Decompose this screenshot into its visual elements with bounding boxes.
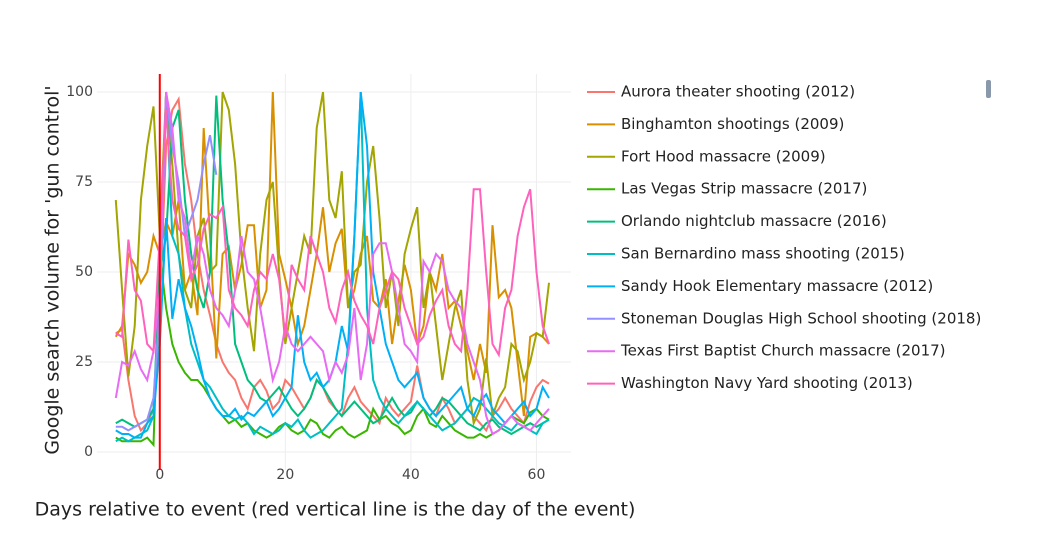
x-tick-label: 60: [528, 467, 546, 483]
scrollbar[interactable]: [986, 80, 991, 98]
x-axis-title: Days relative to event (red vertical lin…: [35, 499, 636, 521]
legend-label: Washington Navy Yard shooting (2013): [621, 374, 913, 392]
series-line: [115, 253, 550, 448]
series-line: [114, 91, 550, 417]
legend-label: San Bernardino mass shooting (2015): [621, 245, 905, 263]
series-line: [114, 91, 550, 436]
x-tick-label: 40: [402, 467, 420, 483]
y-tick-label: 100: [66, 84, 93, 100]
y-tick-label: 0: [84, 444, 93, 460]
legend-label: Orlando nightclub massacre (2016): [621, 212, 887, 230]
x-tick-label: 0: [155, 467, 164, 483]
legend-label: Sandy Hook Elementary massacre (2012): [621, 277, 933, 295]
series-line: [115, 109, 550, 358]
y-tick-label: 50: [75, 264, 93, 280]
x-tick-label: 20: [276, 467, 294, 483]
y-tick-label: 25: [75, 354, 93, 370]
series-line: [114, 91, 550, 427]
legend-label: Aurora theater shooting (2012): [621, 83, 855, 101]
legend-label: Fort Hood massacre (2009): [621, 147, 826, 165]
legend-label: Texas First Baptist Church massacre (201…: [620, 342, 946, 360]
series-line: [115, 91, 550, 443]
y-axis-title: Google search volume for 'gun control': [42, 85, 64, 454]
legend-label: Las Vegas Strip massacre (2017): [621, 180, 867, 198]
legend-label: Stoneman Douglas High School shooting (2…: [621, 309, 981, 327]
legend-label: Binghamton shootings (2009): [621, 115, 844, 133]
y-tick-label: 75: [75, 174, 93, 190]
